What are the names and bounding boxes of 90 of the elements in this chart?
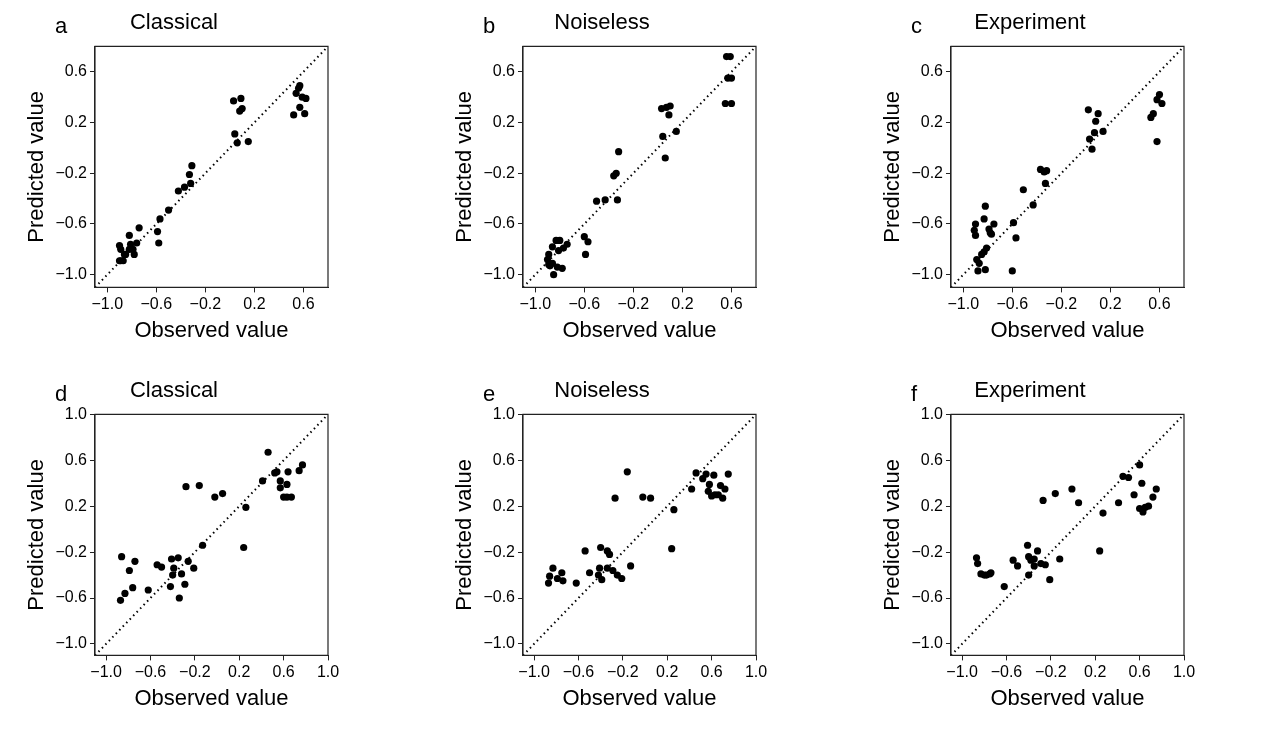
y-tick-label: −1.0: [911, 265, 944, 283]
y-tick-label: −1.0: [483, 634, 516, 652]
y-axis-title: Predicted value: [451, 459, 477, 611]
x-tick-label: 0.2: [243, 295, 266, 313]
y-tick-label: −0.6: [483, 214, 516, 232]
x-axis-title: Observed value: [562, 684, 717, 710]
y-tick-label: −1.0: [911, 634, 944, 652]
x-axis-title: Observed value: [562, 316, 717, 342]
x-tick-label: 0.6: [1128, 663, 1151, 681]
x-tick-label: −1.0: [947, 295, 980, 313]
x-tick-label: −1.0: [91, 295, 124, 313]
y-tick-label: 0.2: [920, 496, 944, 514]
x-tick-label: −0.2: [1035, 663, 1067, 681]
x-tick-label: 1.0: [316, 663, 340, 681]
y-tick-label: −0.2: [911, 163, 944, 181]
y-tick-label: 0.2: [920, 112, 944, 130]
y-tick-label: 1.0: [920, 404, 944, 422]
chart-title: Noiseless: [554, 9, 650, 35]
x-tick-label: −0.6: [140, 295, 173, 313]
x-tick-label: 1.0: [744, 663, 768, 681]
y-tick-label: −0.6: [911, 588, 944, 606]
x-tick-label: −0.6: [134, 663, 167, 681]
y-tick-label: 0.6: [64, 450, 88, 468]
y-tick-label: 0.6: [492, 62, 516, 80]
chart-title: Classical: [129, 9, 219, 35]
x-tick-label: −1.0: [519, 295, 552, 313]
x-tick-label: −1.0: [90, 663, 122, 681]
y-tick-label: 0.6: [920, 62, 944, 80]
y-tick-label: 1.0: [492, 404, 516, 422]
y-tick-label: −0.6: [55, 588, 88, 606]
x-tick-label: −0.2: [189, 295, 222, 313]
chart-title: Noiseless: [554, 377, 650, 403]
x-tick-label: −1.0: [518, 663, 550, 681]
y-tick-label: 0.2: [64, 496, 88, 514]
y-tick-label: −1.0: [55, 265, 88, 283]
y-tick-label: −0.6: [911, 214, 944, 232]
text: a: [54, 13, 68, 39]
x-tick-label: 0.2: [1099, 295, 1122, 313]
x-tick-label: 0.2: [1084, 663, 1107, 681]
x-tick-label: 1.0: [1172, 663, 1196, 681]
x-tick-label: 0.6: [700, 663, 723, 681]
x-tick-label: −0.6: [996, 295, 1029, 313]
y-tick-label: −1.0: [483, 265, 516, 283]
chart-title: Experiment: [974, 377, 1086, 403]
y-tick-label: 0.6: [920, 450, 944, 468]
x-tick-label: −0.2: [617, 295, 650, 313]
y-tick-label: 0.2: [492, 112, 516, 130]
y-tick-label: −0.2: [483, 542, 516, 560]
x-axis-title: Observed value: [134, 684, 289, 710]
y-tick-label: −0.6: [483, 588, 516, 606]
x-tick-label: −0.6: [562, 663, 595, 681]
y-tick-label: 0.2: [492, 496, 516, 514]
x-tick-label: −0.6: [568, 295, 601, 313]
y-axis-title: Predicted value: [23, 91, 49, 243]
chart-title: Experiment: [974, 9, 1086, 35]
y-tick-label: 0.2: [64, 112, 88, 130]
x-tick-label: −0.2: [607, 663, 639, 681]
y-axis-title: Predicted value: [879, 91, 905, 243]
x-axis-title: Observed value: [134, 316, 289, 342]
y-tick-label: −0.2: [483, 163, 516, 181]
y-tick-label: −0.2: [911, 542, 944, 560]
y-tick-label: −0.2: [55, 163, 88, 181]
x-tick-label: 0.6: [272, 663, 295, 681]
y-axis-title: Predicted value: [879, 459, 905, 611]
y-tick-label: −0.2: [55, 542, 88, 560]
text: b: [482, 13, 496, 39]
y-tick-label: −1.0: [55, 634, 88, 652]
y-tick-label: 0.6: [64, 62, 88, 80]
chart-title: Classical: [129, 377, 219, 403]
text: c: [910, 13, 922, 39]
x-tick-label: −0.6: [990, 663, 1023, 681]
x-tick-label: 0.2: [656, 663, 679, 681]
x-tick-label: 0.6: [720, 295, 743, 313]
y-axis-title: Predicted value: [23, 459, 49, 611]
y-tick-label: 1.0: [64, 404, 88, 422]
y-axis-title: Predicted value: [451, 91, 477, 243]
text: d: [54, 381, 68, 407]
x-axis-title: Observed value: [990, 316, 1145, 342]
x-tick-label: 0.6: [1148, 295, 1171, 313]
x-tick-label: 0.6: [292, 295, 315, 313]
x-axis-title: Observed value: [990, 684, 1145, 710]
x-tick-label: −1.0: [946, 663, 978, 681]
text: f: [910, 381, 918, 407]
text: e: [482, 381, 496, 407]
y-tick-label: 0.6: [492, 450, 516, 468]
x-tick-label: −0.2: [1045, 295, 1078, 313]
x-tick-label: −0.2: [179, 663, 211, 681]
y-tick-label: −0.6: [55, 214, 88, 232]
x-tick-label: 0.2: [671, 295, 694, 313]
x-tick-label: 0.2: [228, 663, 251, 681]
